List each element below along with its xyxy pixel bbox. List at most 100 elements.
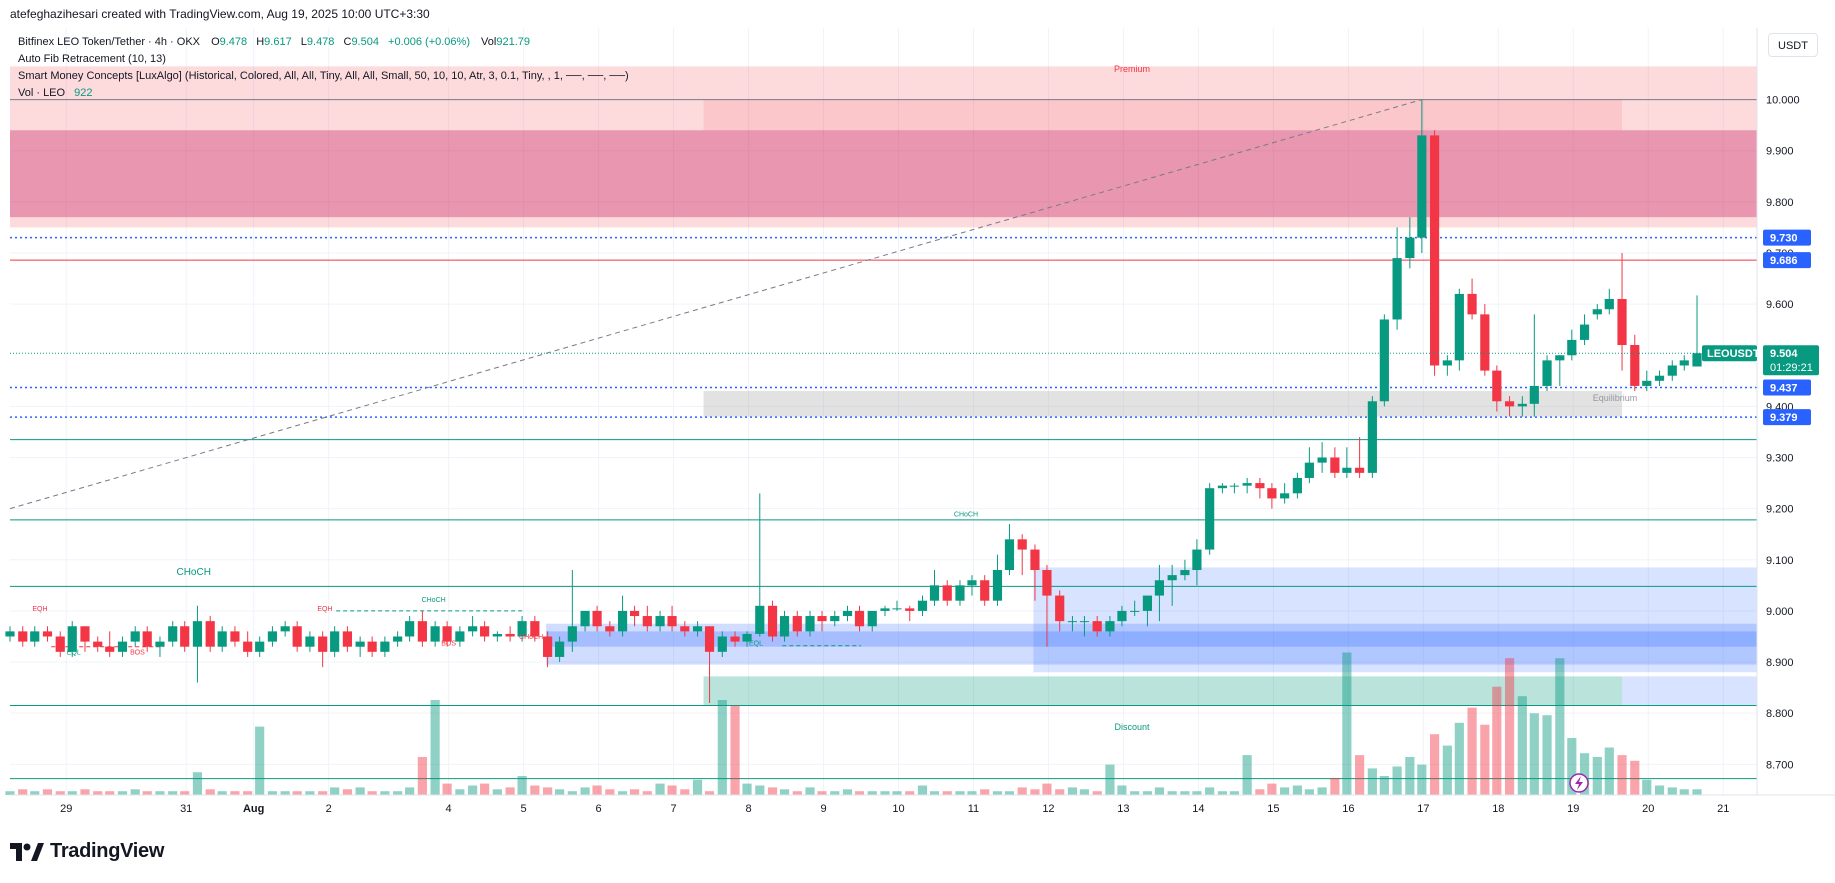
volume-bar <box>1592 757 1602 795</box>
fib-trend-line <box>9 99 1422 510</box>
volume-bar <box>605 789 615 795</box>
candle-body <box>1542 360 1552 386</box>
volume-bar <box>1692 789 1702 795</box>
volume-bar <box>468 785 478 795</box>
volume-bar <box>367 791 377 795</box>
volume-bar <box>455 789 465 795</box>
candle-body <box>1555 355 1565 361</box>
price-badge-label: 9.730 <box>1770 233 1798 245</box>
volume-bar <box>1567 738 1577 795</box>
candle-body <box>880 608 890 611</box>
volume-bar <box>655 783 665 795</box>
volume-bar <box>1117 785 1127 795</box>
volume-bar <box>117 791 128 795</box>
candle-body <box>830 616 840 622</box>
candle-body <box>692 626 703 632</box>
candle-body <box>1017 539 1027 550</box>
volume-bar <box>1092 791 1102 795</box>
candle-body <box>1167 575 1177 581</box>
volume-bar <box>717 700 727 795</box>
volume-bar <box>905 791 915 795</box>
candle-body <box>842 610 853 617</box>
volume-bar <box>355 787 365 795</box>
candle-body <box>93 641 103 647</box>
volume-bar <box>93 791 103 795</box>
volume-bar <box>292 791 302 795</box>
time-tick-label: 9 <box>820 803 826 815</box>
time-tick-label: 31 <box>180 803 192 815</box>
structure-label: EQH <box>317 606 332 613</box>
legend-vol-line-value: 922 <box>74 87 92 99</box>
time-tick-label: 11 <box>968 803 979 815</box>
equilibrium-label: Equilibrium <box>1593 393 1638 403</box>
candle-body <box>742 633 752 642</box>
volume-bar <box>517 776 527 795</box>
time-tick-label: 6 <box>596 803 602 815</box>
candle-body <box>1592 309 1602 315</box>
volume-bar <box>1405 757 1415 795</box>
volume-bar <box>1529 713 1539 795</box>
candle-body <box>492 633 502 637</box>
lightning-icon[interactable] <box>1569 773 1589 793</box>
candle-body <box>805 616 815 632</box>
zone-equilibrium <box>703 391 1623 417</box>
candle-body <box>405 621 415 637</box>
volume-bar <box>1630 760 1640 795</box>
candle-body <box>117 641 128 652</box>
volume-bar <box>1067 787 1078 795</box>
volume-bar <box>817 791 827 795</box>
volume-bar <box>692 779 703 795</box>
candle-body <box>704 626 715 652</box>
candle-body <box>1492 370 1502 402</box>
candle-body <box>305 636 315 647</box>
candle-body <box>917 600 928 611</box>
price-badges: 9.730 9.686 9.437 9.379 LEOUSDT 9.504 01:29:21 <box>10 229 1819 426</box>
legend-o-value: 9.478 <box>220 36 248 48</box>
time-tick-label: 19 <box>1567 803 1579 815</box>
legend-l-label: L <box>301 36 307 48</box>
volume-bar <box>1542 715 1552 795</box>
candle-body <box>1529 385 1539 404</box>
price-badge-label: 9.379 <box>1770 412 1798 424</box>
volume-bar <box>442 783 452 795</box>
volume-bar <box>30 791 40 795</box>
volume-bar <box>192 772 203 795</box>
candle-body <box>1280 493 1290 499</box>
price-tick-label: 8.900 <box>1766 657 1794 669</box>
candle-body <box>1130 610 1140 612</box>
structure-label: BOS <box>441 641 456 648</box>
volume-bar <box>917 785 928 795</box>
volume-bar <box>105 791 115 795</box>
svg-text:Bitfinex LEO Token/Tether · 4h: Bitfinex LEO Token/Tether · 4h · OKX O9.… <box>18 36 530 48</box>
volume-bar <box>580 787 590 795</box>
candle-body <box>1142 595 1153 611</box>
candle-body <box>642 616 652 627</box>
volume-bar <box>230 791 240 795</box>
time-tick-label: 12 <box>1042 803 1054 815</box>
volume-bar <box>1229 791 1239 795</box>
volume-bar <box>205 789 215 795</box>
candle-body <box>180 626 190 647</box>
level-lines <box>9 99 1757 780</box>
candle-body <box>817 616 827 622</box>
candle-body <box>1242 483 1252 486</box>
volume-bar <box>168 791 178 795</box>
zone-supply <box>10 130 1757 218</box>
structure-label: EQH <box>32 606 47 613</box>
volume-bar <box>305 791 315 795</box>
volume-bar <box>742 783 752 795</box>
volume-bar <box>1292 785 1302 795</box>
volume-bar <box>1430 734 1440 795</box>
tradingview-logo[interactable]: TradingView <box>10 840 164 863</box>
volume-bar <box>942 791 952 795</box>
premium-label: Premium <box>1114 64 1150 74</box>
candle-body <box>417 621 427 642</box>
candle-body <box>1454 293 1464 361</box>
currency-button[interactable]: USDT <box>1768 33 1818 57</box>
volume-bar <box>1180 791 1190 795</box>
volume-bar <box>1454 722 1464 795</box>
volume-bar <box>1280 787 1290 795</box>
volume-bar <box>1154 787 1165 795</box>
price-tick-label: 9.200 <box>1766 504 1794 516</box>
